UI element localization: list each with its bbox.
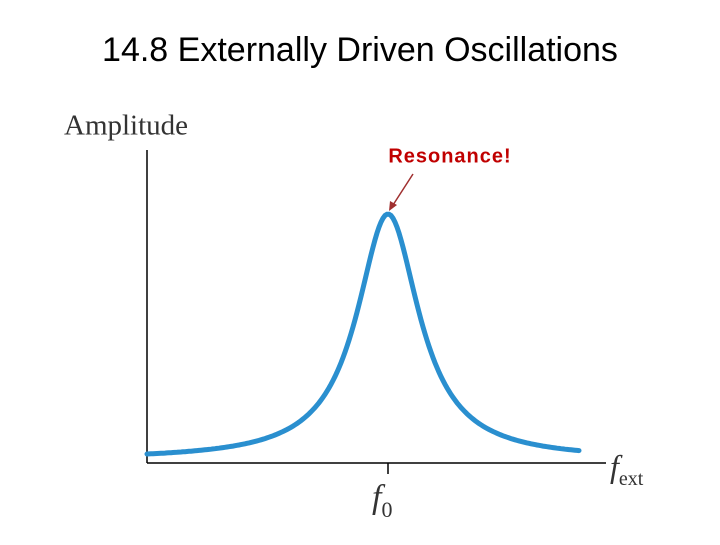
annotation-arrowhead xyxy=(389,201,397,211)
annotation-arrow xyxy=(392,173,414,206)
slide-title: 14.8 Externally Driven Oscillations xyxy=(102,31,618,69)
y-axis-label: Amplitude xyxy=(64,110,188,142)
resonance-annotation: Resonance! xyxy=(388,145,511,167)
resonance-curve xyxy=(144,211,582,457)
peak-subscript: 0 xyxy=(381,497,392,522)
x-axis-subscript: ext xyxy=(619,468,644,490)
